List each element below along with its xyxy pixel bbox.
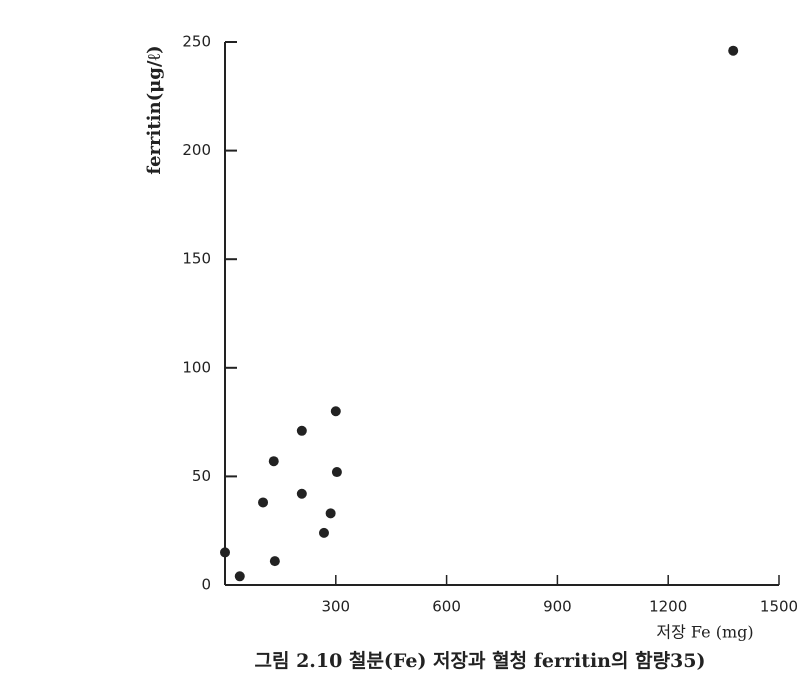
y-tick-label: 150 xyxy=(182,250,211,268)
point xyxy=(318,527,329,538)
x-tick-label: 300 xyxy=(321,598,350,616)
x-tick-label: 1500 xyxy=(760,598,798,616)
point xyxy=(269,556,280,567)
point xyxy=(220,547,230,558)
point xyxy=(331,467,342,478)
point xyxy=(234,571,245,582)
y-tick-label: 200 xyxy=(182,141,211,159)
caption: 그림 2.10 철분(Fe) 저장과 혈청 ferritin의 함량35) xyxy=(255,649,706,672)
y-tick-label: 50 xyxy=(192,467,211,485)
x-tick-label: 900 xyxy=(543,598,572,616)
x-tick-label: 600 xyxy=(432,598,461,616)
point xyxy=(296,488,307,499)
point xyxy=(330,406,341,417)
y-tick-label: 0 xyxy=(201,576,211,594)
point xyxy=(728,45,739,56)
x-tick-label: 1200 xyxy=(649,598,687,616)
x-axis-label: 저장 Fe (mg) xyxy=(656,623,753,642)
y-tick-label: 100 xyxy=(182,358,211,376)
point xyxy=(296,425,307,436)
point xyxy=(258,497,269,508)
y-axis-label: ferritin(μg/ℓ) xyxy=(144,45,165,174)
y-tick-label: 250 xyxy=(182,33,211,51)
point xyxy=(268,456,279,467)
point xyxy=(325,508,336,519)
